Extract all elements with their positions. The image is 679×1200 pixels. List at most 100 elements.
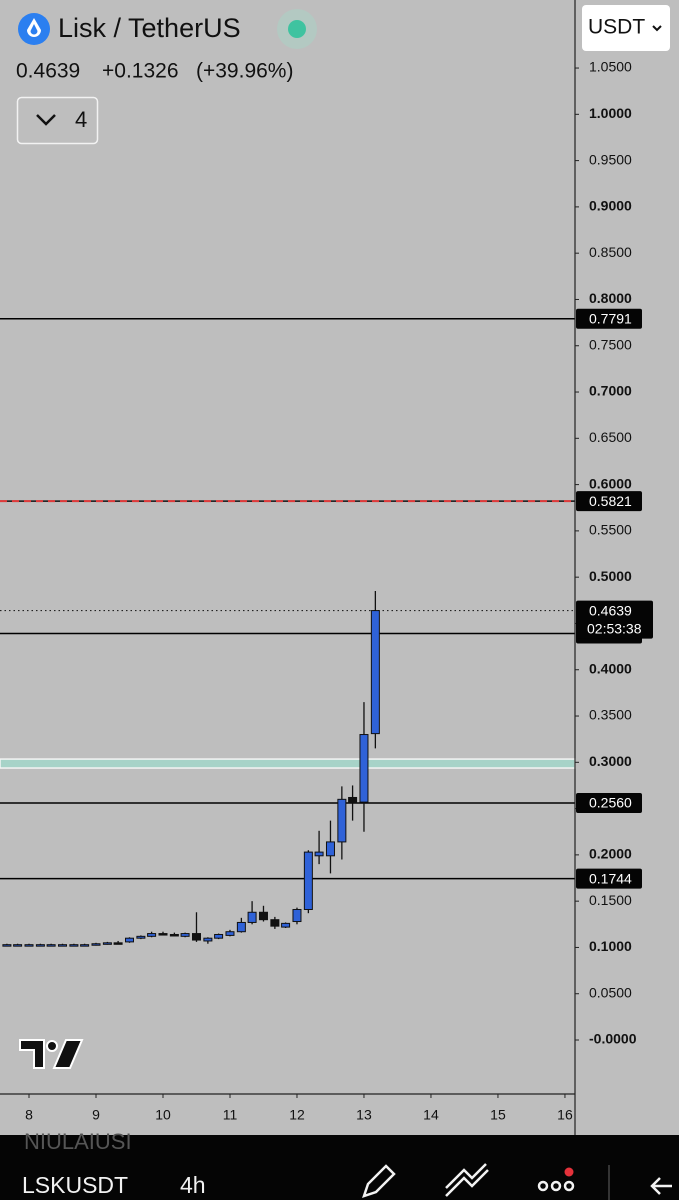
candle-body bbox=[303, 851, 313, 910]
x-tick-label: 12 bbox=[289, 1107, 305, 1123]
price-label-box bbox=[576, 308, 642, 329]
symbol-title: Lisk / TetherUS bbox=[58, 13, 241, 43]
price-label: 0.2560 bbox=[589, 795, 632, 811]
more-menu[interactable] bbox=[537, 1167, 575, 1192]
y-tick-label: 0.8000 bbox=[589, 290, 632, 306]
price-label: 0.1744 bbox=[589, 870, 632, 886]
axes: 1.0500 1.0000 0.9500 0.9000 0.8500 0.8000 0.75… bbox=[25, 59, 653, 1123]
candle-body bbox=[180, 933, 190, 937]
candle-body bbox=[158, 933, 168, 936]
candle-body bbox=[124, 937, 134, 943]
logo-part bbox=[19, 1039, 45, 1069]
indicator-count: 4 bbox=[75, 107, 87, 132]
toolbar-symbol[interactable]: LSKUSDT bbox=[22, 1172, 128, 1198]
price-label-box bbox=[576, 868, 642, 889]
dot bbox=[550, 1180, 562, 1192]
price-label: 0.7791 bbox=[589, 311, 632, 327]
candle-body bbox=[314, 851, 324, 857]
candle-body bbox=[2, 944, 12, 947]
x-tick-label: 14 bbox=[423, 1107, 439, 1123]
candle-body bbox=[24, 944, 34, 947]
candle-body bbox=[325, 841, 335, 857]
price-label: 0.5821 bbox=[589, 493, 632, 509]
y-tick-label: 0.6000 bbox=[589, 475, 632, 491]
candle-body bbox=[147, 933, 157, 937]
y-tick-label: 0.7500 bbox=[589, 336, 632, 352]
currency-label: USDT bbox=[588, 16, 645, 39]
y-tick-label: -0.0000 bbox=[589, 1031, 637, 1047]
candle-body bbox=[292, 908, 302, 923]
y-tick-label: 0.6500 bbox=[589, 429, 632, 445]
bottom-toolbar: NIULAIUSI LSKUSDT 4h bbox=[0, 1129, 679, 1200]
x-tick-label: 10 bbox=[155, 1107, 171, 1123]
y-tick-label: 0.3000 bbox=[589, 753, 632, 769]
y-tick-label: 0.3500 bbox=[589, 707, 632, 723]
currency-selector-frame[interactable] bbox=[582, 5, 670, 51]
y-tick-label: 0.4000 bbox=[589, 660, 632, 676]
currency-selector[interactable]: USDT bbox=[582, 5, 670, 51]
y-tick-label: 0.2000 bbox=[589, 846, 632, 862]
candle-body bbox=[225, 931, 235, 936]
zone-band bbox=[0, 758, 576, 769]
logo-part bbox=[46, 1040, 58, 1052]
back-icon[interactable] bbox=[650, 1177, 672, 1195]
last-price: 0.4639 bbox=[16, 60, 80, 83]
current-price-label: 0.4639 bbox=[589, 602, 632, 618]
candle-body bbox=[113, 942, 123, 945]
header: Lisk / TetherUS 0.4639 +0.1326 (+39.96%)… bbox=[16, 5, 670, 145]
price-change: +0.1326 bbox=[102, 60, 179, 83]
y-tick-label: 0.0500 bbox=[589, 984, 632, 1000]
market-status-dot bbox=[288, 20, 306, 38]
candle-body bbox=[270, 919, 280, 927]
candle-body bbox=[214, 933, 224, 939]
plot-area bbox=[0, 318, 576, 947]
candle-body bbox=[80, 944, 90, 947]
candle-body bbox=[370, 610, 380, 735]
candle-body bbox=[348, 796, 358, 804]
y-tick-label: 1.0500 bbox=[589, 59, 632, 75]
price-label-box bbox=[576, 491, 642, 512]
dot bbox=[537, 1180, 549, 1192]
candle-body bbox=[258, 911, 268, 921]
candle-body bbox=[46, 944, 56, 947]
x-tick-label: 13 bbox=[356, 1107, 372, 1123]
dropdown-icon bbox=[652, 25, 662, 32]
candle-body bbox=[69, 944, 79, 947]
candle-body bbox=[136, 935, 146, 939]
candle-body bbox=[359, 734, 369, 803]
faded-symbol: NIULAIUSI bbox=[24, 1129, 132, 1154]
logo-part bbox=[52, 1039, 84, 1069]
price-change-percent: (+39.96%) bbox=[196, 60, 293, 83]
coin-logo-mark-inner bbox=[30, 24, 38, 35]
y-tick-label: 0.1500 bbox=[589, 892, 632, 908]
candle-body bbox=[91, 943, 101, 946]
y-tick-label: 0.9000 bbox=[589, 198, 632, 214]
y-tick-label: 0.5500 bbox=[589, 522, 632, 538]
candle-body bbox=[191, 933, 201, 941]
indicators-toggle[interactable]: 4 bbox=[16, 96, 99, 145]
indicators-toggle-frame[interactable] bbox=[16, 96, 99, 145]
candle-body bbox=[13, 944, 23, 947]
candle-body bbox=[337, 798, 347, 843]
y-tick-label: 1.0000 bbox=[589, 105, 632, 121]
y-tick-label: 0.9500 bbox=[589, 151, 632, 167]
candle-body bbox=[203, 937, 213, 942]
toolbar-interval[interactable]: 4h bbox=[180, 1172, 206, 1198]
indicators-icon[interactable] bbox=[445, 1163, 489, 1197]
draw-tool-icon[interactable] bbox=[362, 1164, 396, 1198]
candle-body bbox=[281, 922, 291, 928]
price-label-box bbox=[576, 793, 642, 814]
dot bbox=[563, 1180, 575, 1192]
y-tick-label: 0.8500 bbox=[589, 244, 632, 260]
x-tick-label: 16 bbox=[557, 1107, 573, 1123]
candle-body bbox=[247, 911, 257, 923]
tradingview-logo bbox=[19, 1039, 84, 1069]
y-tick-label: 0.1000 bbox=[589, 938, 632, 954]
notification-dot bbox=[564, 1167, 574, 1177]
x-tick-label: 15 bbox=[490, 1107, 506, 1123]
x-tick-label: 8 bbox=[25, 1107, 33, 1123]
x-tick-label: 9 bbox=[92, 1107, 100, 1123]
candle-body bbox=[35, 944, 45, 947]
